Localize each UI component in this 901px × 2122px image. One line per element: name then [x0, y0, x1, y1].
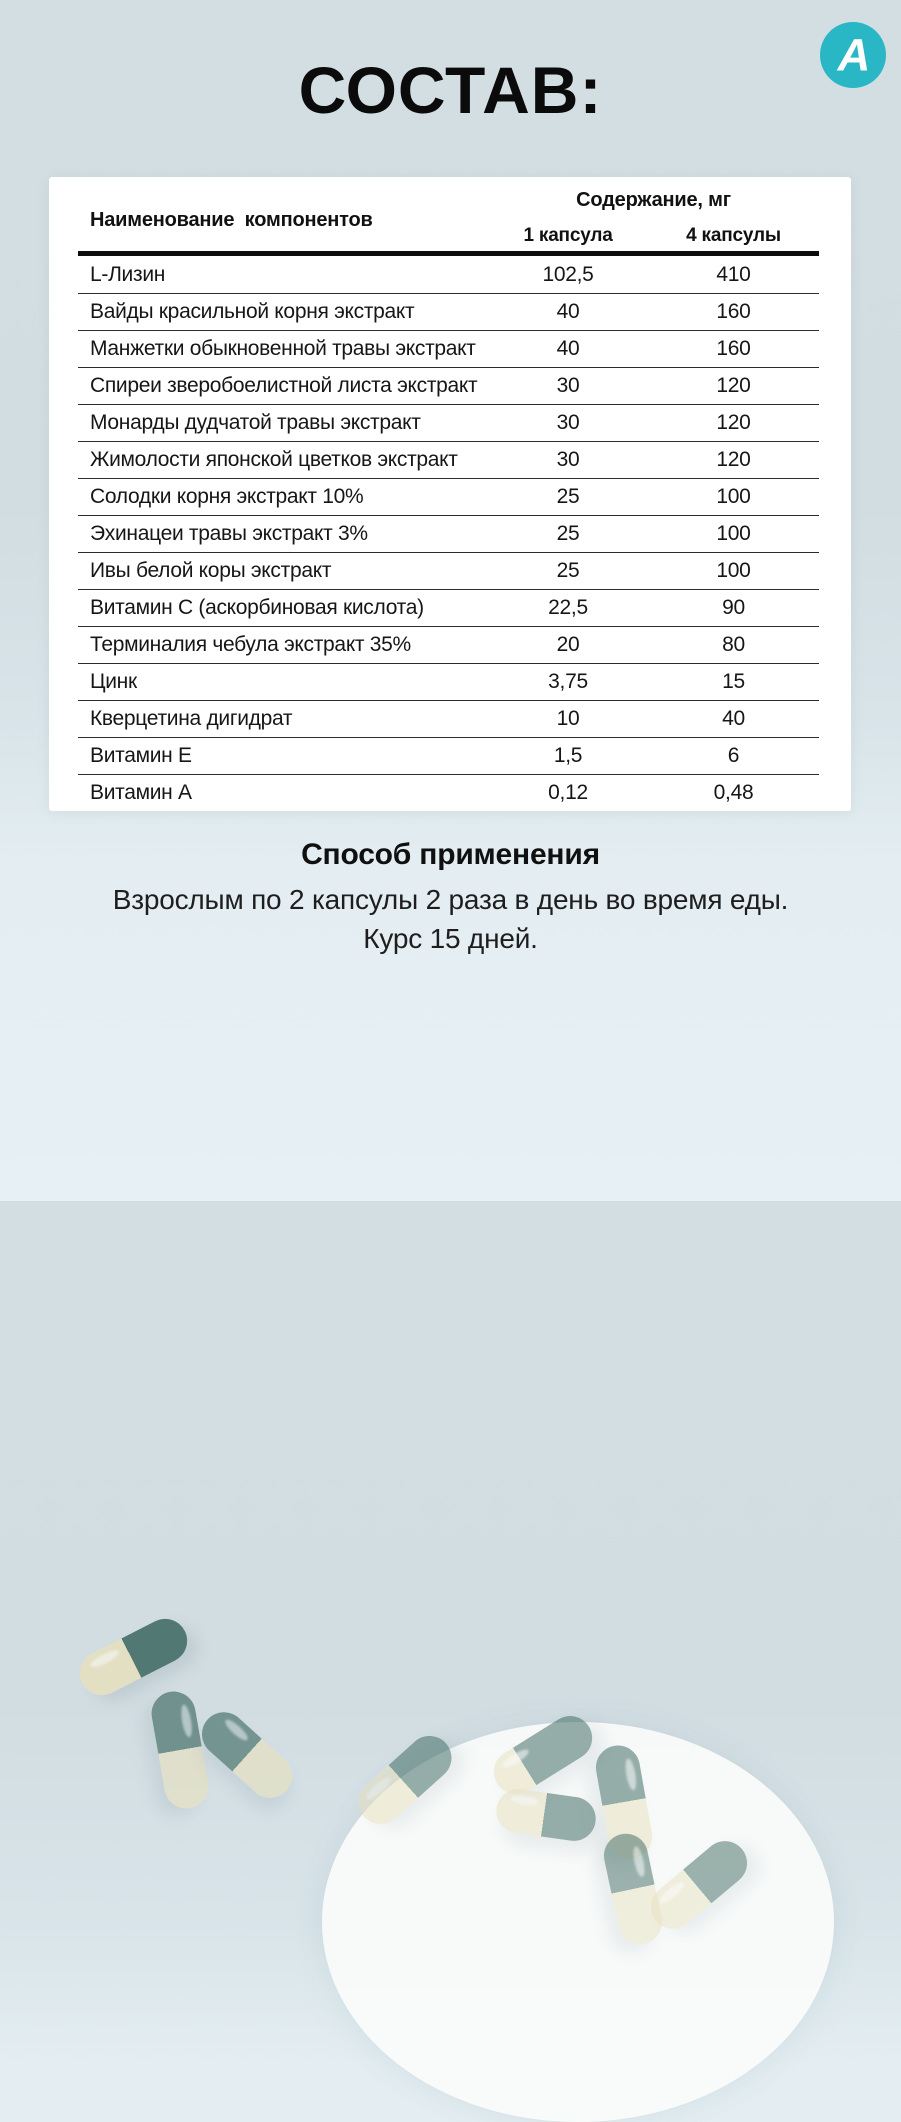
ingredient-name: Жимолости японской цветков экстракт	[90, 448, 458, 471]
amount-1-capsule: 30	[556, 411, 580, 434]
ingredient-name: Ивы белой коры экстракт	[90, 559, 332, 582]
amount-1-capsule: 40	[556, 337, 580, 360]
amount-4-capsules: 120	[716, 448, 751, 471]
ingredient-name: Терминалия чебула экстракт 35%	[90, 633, 411, 656]
column-header-4-capsules: 4 капсулы	[686, 224, 781, 246]
amount-1-capsule: 0,12	[548, 781, 588, 804]
usage-section: Способ применения Взрослым по 2 капсулы …	[0, 838, 901, 958]
usage-line-1: Взрослым по 2 капсулы 2 раза в день во в…	[112, 884, 789, 915]
table-row: Вайды красильной корня экстракт 40 160	[78, 293, 819, 330]
usage-line-2: Курс 15 дней.	[363, 923, 538, 954]
capsule-image	[72, 1611, 195, 1703]
column-header-1-capsule: 1 капсула	[523, 224, 613, 246]
brand-logo: A	[820, 22, 886, 88]
amount-1-capsule: 1,5	[553, 744, 583, 767]
amount-4-capsules: 100	[716, 522, 751, 545]
amount-1-capsule: 25	[556, 485, 580, 508]
column-header-components: Наименование компонентов	[90, 208, 373, 231]
amount-4-capsules: 160	[716, 300, 751, 323]
amount-4-capsules: 120	[716, 374, 751, 397]
table-row: Цинк 3,75 15	[78, 663, 819, 700]
table-row: Витамин А 0,12 0,48	[78, 774, 819, 811]
table-row: Витамин Е 1,5 6	[78, 737, 819, 774]
amount-4-capsules: 6	[727, 744, 740, 767]
ingredient-name: Вайды красильной корня экстракт	[90, 300, 415, 323]
page-background: { "page": { "title": "СОСТАВ:", "logo_le…	[0, 0, 901, 1201]
table-row: L-Лизин 102,5 410	[78, 256, 819, 293]
table-row: Эхинацеи травы экстракт 3% 25 100	[78, 515, 819, 552]
capsule-image	[148, 1688, 212, 1812]
amount-1-capsule: 22,5	[548, 596, 588, 619]
logo-circle	[820, 22, 886, 88]
amount-4-capsules: 15	[722, 670, 745, 693]
amount-4-capsules: 120	[716, 411, 751, 434]
usage-heading: Способ применения	[301, 838, 600, 871]
amount-1-capsule: 25	[556, 559, 580, 582]
amount-1-capsule: 10	[556, 707, 580, 730]
ingredient-name: Эхинацеи травы экстракт 3%	[90, 522, 368, 545]
table-row: Солодки корня экстракт 10% 25 100	[78, 478, 819, 515]
ingredient-name: L-Лизин	[90, 262, 166, 286]
ingredient-name: Кверцетина дигидрат	[90, 707, 293, 730]
table-row: Кверцетина дигидрат 10 40	[78, 700, 819, 737]
amount-4-capsules: 90	[722, 596, 745, 619]
amount-1-capsule: 102,5	[542, 262, 594, 286]
ingredient-name: Витамин С (аскорбиновая кислота)	[90, 596, 424, 619]
table-header: Наименование компонентов Содержание, мг …	[78, 177, 819, 256]
table-row: Спиреи зверобоелистной листа экстракт 30…	[78, 367, 819, 404]
amount-1-capsule: 30	[556, 374, 580, 397]
ingredient-name: Манжетки обыкновенной травы экстракт	[90, 337, 476, 360]
ingredient-name: Цинк	[90, 670, 137, 693]
ingredient-name: Спиреи зверобоелистной листа экстракт	[90, 374, 478, 397]
amount-4-capsules: 80	[722, 633, 745, 656]
table-row: Монарды дудчатой травы экстракт 30 120	[78, 404, 819, 441]
amount-4-capsules: 100	[716, 485, 751, 508]
ingredient-name: Монарды дудчатой травы экстракт	[90, 411, 421, 434]
amount-4-capsules: 160	[716, 337, 751, 360]
table-row: Терминалия чебула экстракт 35% 20 80	[78, 626, 819, 663]
ingredient-name: Витамин Е	[90, 744, 192, 767]
table-row: Витамин С (аскорбиновая кислота) 22,5 90	[78, 589, 819, 626]
amount-4-capsules: 0,48	[713, 781, 754, 804]
composition-card: Наименование компонентов Содержание, мг …	[49, 177, 851, 811]
amount-4-capsules: 40	[722, 707, 745, 730]
amount-1-capsule: 30	[556, 448, 580, 471]
page-title: СОСТАВ:	[298, 53, 603, 127]
table-row: Ивы белой коры экстракт 25 100	[78, 552, 819, 589]
amount-4-capsules: 410	[716, 262, 751, 286]
amount-1-capsule: 25	[556, 522, 580, 545]
column-header-content-mg: Содержание, мг	[576, 189, 731, 211]
ingredient-name: Витамин А	[90, 781, 192, 804]
table-row: Манжетки обыкновенной травы экстракт 40 …	[78, 330, 819, 367]
ingredient-name: Солодки корня экстракт 10%	[90, 485, 364, 508]
logo-letter-a-icon: A	[837, 29, 871, 80]
amount-1-capsule: 40	[556, 300, 580, 323]
capsule-image	[192, 1703, 302, 1807]
amount-1-capsule: 3,75	[548, 670, 588, 693]
amount-1-capsule: 20	[556, 633, 580, 656]
amount-4-capsules: 100	[716, 559, 751, 582]
table-row: Жимолости японской цветков экстракт 30 1…	[78, 441, 819, 478]
table-body: L-Лизин 102,5 410 Вайды красильной корня…	[78, 256, 819, 811]
